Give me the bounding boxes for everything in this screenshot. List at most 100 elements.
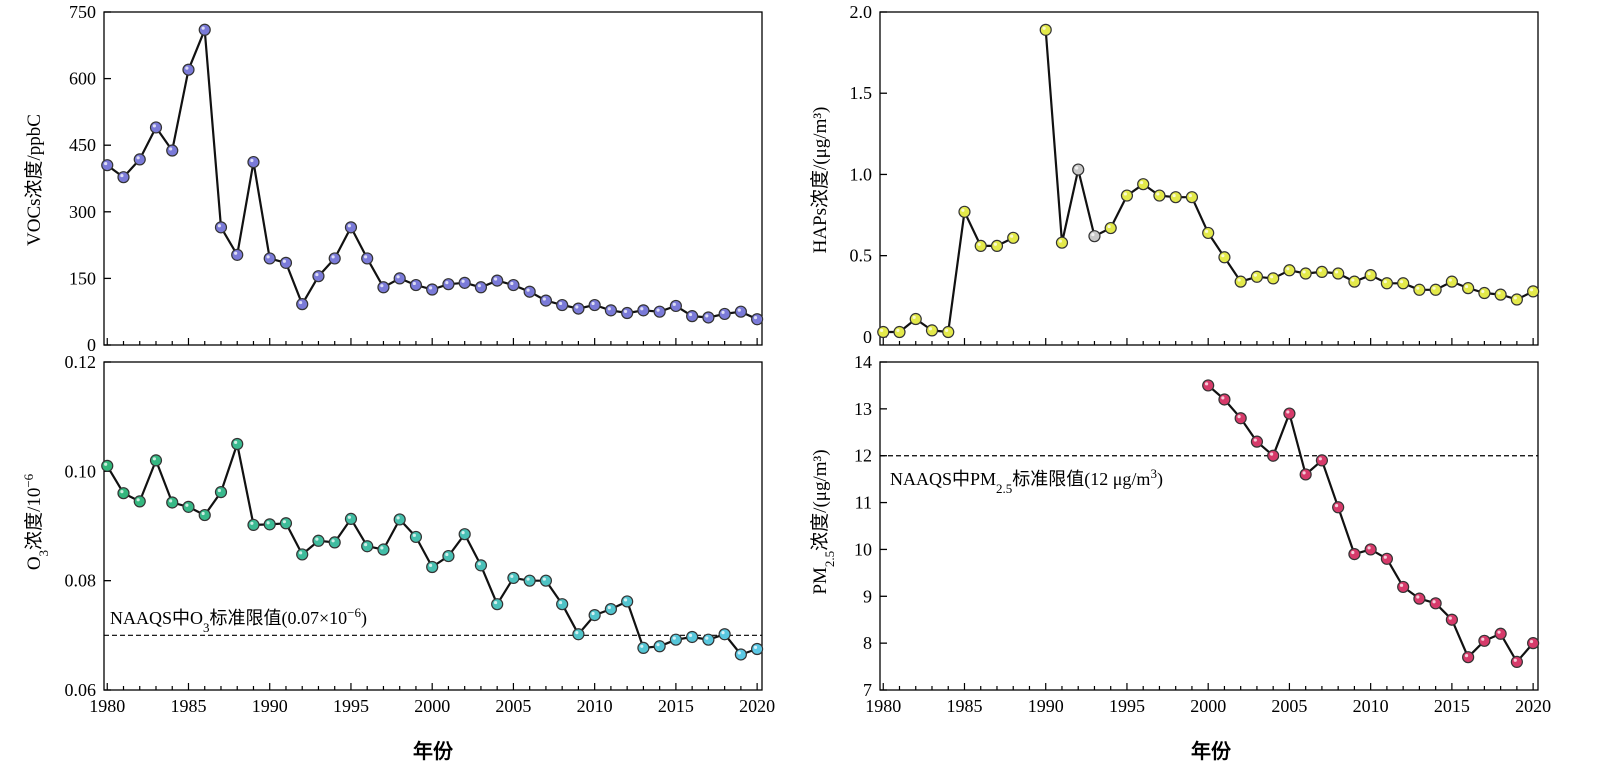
o3-point-highlight: [347, 515, 351, 519]
hap-point-highlight: [1302, 270, 1306, 274]
o3-data-point: [231, 437, 244, 451]
o3-data-point: [734, 648, 747, 661]
o3-point-highlight: [185, 503, 189, 507]
hap-data-point: [1332, 267, 1345, 280]
hap-y-tick-label: 0.5: [850, 246, 873, 266]
hap-point-highlight: [1091, 232, 1095, 237]
hap-point-highlight: [1123, 192, 1127, 196]
o3-data-point: [198, 508, 211, 522]
pm25-data-point: [1218, 393, 1231, 406]
o3-data-point: [393, 513, 406, 526]
pm25-point-highlight: [1399, 583, 1404, 587]
hap-point-highlight: [1172, 193, 1176, 198]
voc-point-highlight: [461, 279, 465, 283]
o3-data-point: [117, 487, 130, 500]
voc-panel: VOCs浓度/ppbC 0 150 300 450 600 750: [23, 2, 764, 355]
voc-data-point: [604, 304, 618, 317]
o3-data-point: [458, 528, 471, 541]
voc-point-highlight: [347, 224, 351, 228]
o3-point-highlight: [721, 631, 725, 635]
voc-data-point: [442, 278, 455, 291]
hap-point-highlight: [945, 328, 949, 333]
o3-x-tick-label: 1985: [170, 696, 206, 716]
o3-data-point: [377, 543, 390, 556]
hap-point-highlight: [1042, 26, 1046, 30]
voc-y-axis-label: VOCs浓度/ppbC: [23, 114, 45, 246]
pm25-y-tick-label: 13: [854, 399, 872, 419]
pm25-data-point: [1283, 407, 1296, 420]
voc-point-highlight: [721, 310, 725, 314]
pm25-point-highlight: [1416, 595, 1420, 599]
pm25-point-highlight: [1237, 415, 1241, 419]
hap-series-line: [883, 210, 1014, 334]
voc-data-point: [718, 307, 731, 321]
voc-data-point: [296, 298, 309, 311]
hap-data-point: [1494, 288, 1507, 301]
o3-data-point: [344, 512, 358, 525]
pm25-data-point: [1510, 655, 1523, 668]
pm25-point-highlight: [1513, 658, 1517, 662]
voc-y-tick-label: 600: [69, 69, 96, 89]
o3-data-point: [182, 500, 195, 513]
pm25-y-tick-label: 9: [863, 586, 872, 606]
o3-data-point: [133, 495, 146, 508]
pm25-data-point: [1364, 543, 1377, 556]
hap-point-highlight: [1237, 278, 1241, 282]
o3-data-point: [556, 598, 569, 611]
voc-data-point: [247, 155, 260, 169]
voc-point-highlight: [185, 66, 189, 70]
pm25-point-highlight: [1318, 457, 1322, 461]
pm25-point-highlight: [1286, 410, 1290, 414]
voc-point-highlight: [656, 308, 660, 312]
hap-data-point: [1348, 275, 1361, 288]
hap-data-point: [1315, 265, 1329, 279]
hap-point-highlight: [1221, 254, 1225, 258]
hap-point-highlight: [1497, 291, 1501, 295]
voc-point-highlight: [120, 173, 124, 178]
pm25-point-highlight: [1269, 452, 1274, 456]
voc-data-point: [312, 270, 325, 283]
hap-data-point: [1120, 189, 1134, 202]
o3-point-highlight: [656, 643, 660, 647]
o3-data-point: [328, 536, 341, 549]
o3-data-point: [296, 548, 309, 561]
o3-data-point: [604, 602, 618, 616]
voc-data-point: [523, 285, 536, 298]
o3-x-tick-label: 2015: [658, 696, 694, 716]
voc-y-tick-label: 300: [69, 202, 96, 222]
hap-data-point: [990, 239, 1004, 253]
o3-y-tick-label: 0.12: [65, 352, 97, 372]
pm25-x-tick-label: 2005: [1271, 696, 1307, 716]
pm25-point-highlight: [1497, 630, 1501, 634]
voc-point-highlight: [753, 316, 758, 320]
pm25-data-point: [1267, 449, 1280, 462]
o3-point-highlight: [169, 499, 173, 503]
voc-y-tick-label: 0: [87, 335, 96, 355]
voc-point-highlight: [591, 301, 595, 306]
hap-series-line: [1044, 29, 1534, 301]
o3-point-highlight: [575, 631, 579, 635]
voc-point-highlight: [396, 275, 400, 279]
voc-data-point: [556, 298, 569, 312]
voc-point-highlight: [428, 286, 433, 290]
o3-data-point: [166, 496, 179, 509]
pm25-data-point: [1527, 637, 1540, 650]
pm25-data-point: [1315, 454, 1329, 467]
hap-point-highlight: [961, 208, 965, 212]
o3-x-tick-label: 2010: [577, 696, 613, 716]
pm25-data-point: [1478, 634, 1491, 647]
o3-panel: O3浓度/10−6 NAAQS中O3标准限值(0.07×10−6) 0.06 0.…: [21, 352, 776, 716]
hap-data-point: [1104, 221, 1117, 235]
hap-point-highlight: [912, 315, 916, 320]
o3-point-highlight: [120, 490, 124, 494]
o3-data-point: [247, 518, 260, 532]
o3-data-point: [442, 549, 455, 563]
voc-point-highlight: [412, 281, 416, 286]
hap-y-tick-label: 1.0: [850, 164, 873, 184]
hap-data-point: [1364, 269, 1377, 282]
hap-point-highlight: [1513, 296, 1517, 300]
hap-data-point: [1185, 191, 1199, 204]
o3-point-highlight: [705, 636, 709, 640]
o3-x-tick-label: 2005: [495, 696, 531, 716]
o3-data-point: [637, 641, 650, 655]
